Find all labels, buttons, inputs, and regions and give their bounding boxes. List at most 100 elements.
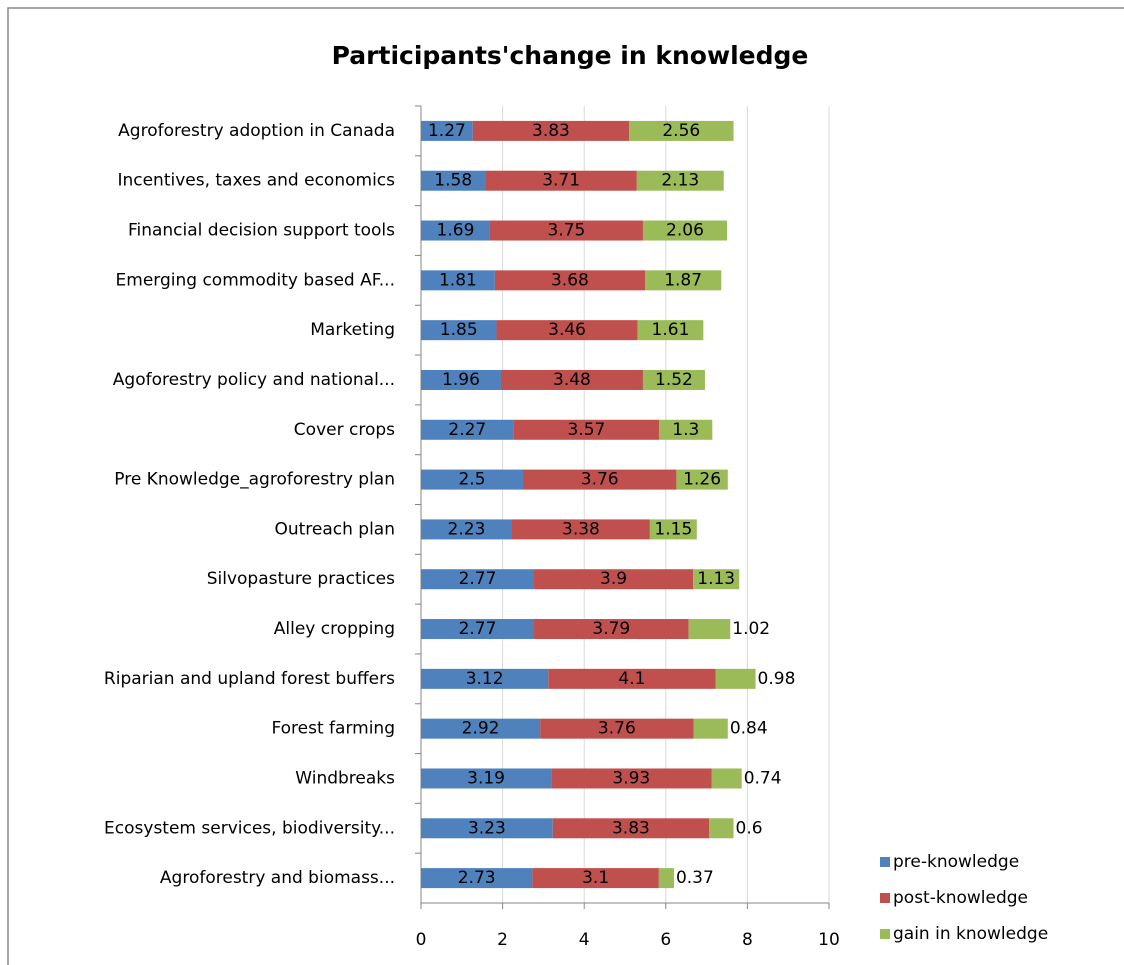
bar-segment bbox=[532, 868, 659, 889]
data-label: 3.79 bbox=[592, 619, 630, 639]
data-label: 0.37 bbox=[676, 868, 714, 888]
data-label: 2.5 bbox=[458, 470, 485, 490]
bar-segment bbox=[649, 519, 697, 540]
data-label: 2.73 bbox=[458, 868, 496, 888]
data-label: 1.26 bbox=[683, 470, 721, 490]
data-label: 3.83 bbox=[532, 121, 570, 141]
data-label: 2.13 bbox=[661, 171, 699, 191]
data-label: 1.02 bbox=[732, 619, 770, 639]
y-tick-label: Agroforestry adoption in Canada bbox=[118, 121, 395, 141]
data-label: 3.12 bbox=[466, 669, 504, 689]
legend-swatch bbox=[880, 893, 890, 903]
y-tick-label: Outreach plan bbox=[274, 519, 395, 539]
bar-segment bbox=[421, 519, 512, 540]
data-label: 3.46 bbox=[548, 320, 586, 340]
bar-segment bbox=[421, 469, 523, 490]
bar-segment bbox=[494, 270, 645, 291]
bar-segment bbox=[551, 768, 712, 789]
bar-segment bbox=[711, 768, 742, 789]
data-label: 3.75 bbox=[548, 221, 586, 241]
data-label: 3.1 bbox=[582, 868, 609, 888]
data-label: 0.6 bbox=[736, 818, 763, 838]
legend-label: pre-knowledge bbox=[893, 852, 1019, 872]
bar-segment bbox=[496, 320, 638, 341]
data-label: 1.85 bbox=[440, 320, 478, 340]
bar-segment bbox=[534, 619, 689, 640]
y-tick-label: Financial decision support tools bbox=[128, 221, 395, 241]
data-label: 2.06 bbox=[666, 221, 704, 241]
bar-segment bbox=[421, 419, 514, 440]
data-label: 1.58 bbox=[434, 171, 472, 191]
bar-segment bbox=[636, 170, 724, 191]
y-tick-label: Pre Knowledge_agroforestry plan bbox=[114, 470, 395, 490]
bar-segment bbox=[709, 818, 734, 839]
y-tick-label: Cover crops bbox=[294, 420, 395, 440]
bar-segment bbox=[421, 619, 535, 640]
bar-segment bbox=[485, 170, 637, 191]
bar-segment bbox=[693, 718, 728, 739]
bar-segment bbox=[421, 718, 541, 739]
bar-segment bbox=[513, 419, 660, 440]
data-label: 0.74 bbox=[744, 768, 782, 788]
bar-segment bbox=[421, 369, 501, 390]
bar-segment bbox=[693, 569, 740, 590]
bar-segment bbox=[511, 519, 650, 540]
x-tick-label: 2 bbox=[497, 930, 508, 950]
data-label: 2.77 bbox=[459, 619, 497, 639]
data-label: 0.98 bbox=[758, 669, 796, 689]
data-label: 1.61 bbox=[652, 320, 690, 340]
y-tick-label: Ecosystem services, biodiversity... bbox=[104, 818, 395, 838]
bar-segment bbox=[421, 668, 549, 689]
bar-segment bbox=[642, 369, 705, 390]
bar-segment bbox=[421, 818, 553, 839]
data-label: 2.77 bbox=[459, 569, 497, 589]
bar-segment bbox=[642, 220, 727, 241]
data-label: 1.27 bbox=[428, 121, 466, 141]
data-label: 2.23 bbox=[448, 519, 486, 539]
y-tick-label: Incentives, taxes and economics bbox=[117, 171, 395, 191]
bar-segment bbox=[421, 270, 495, 291]
data-label: 3.83 bbox=[612, 818, 650, 838]
x-tick-label: 4 bbox=[579, 930, 590, 950]
bar-segment bbox=[540, 718, 694, 739]
x-tick-label: 8 bbox=[742, 930, 753, 950]
data-label: 2.27 bbox=[448, 420, 486, 440]
data-label: 3.93 bbox=[612, 768, 650, 788]
data-label: 1.87 bbox=[664, 270, 702, 290]
bar-segment bbox=[421, 868, 533, 889]
legend-label: gain in knowledge bbox=[893, 924, 1048, 944]
y-tick-label: Riparian and upland forest buffers bbox=[104, 669, 395, 689]
bar-segment bbox=[500, 369, 643, 390]
y-tick-label: Windbreaks bbox=[295, 768, 395, 788]
bar-segment bbox=[534, 569, 694, 590]
data-label: 2.92 bbox=[462, 719, 500, 739]
data-label: 2.56 bbox=[662, 121, 700, 141]
data-label: 3.68 bbox=[551, 270, 589, 290]
bar-segment bbox=[548, 668, 716, 689]
bar-segment bbox=[421, 569, 535, 590]
y-tick-label: Forest farming bbox=[271, 719, 395, 739]
y-tick-label: Agroforestry and biomass... bbox=[160, 868, 395, 888]
data-label: 3.76 bbox=[598, 719, 636, 739]
data-label: 3.38 bbox=[562, 519, 600, 539]
bar-segment bbox=[489, 220, 643, 241]
data-label: 1.15 bbox=[654, 519, 692, 539]
y-tick-label: Alley cropping bbox=[274, 619, 395, 639]
bar-segment bbox=[637, 320, 704, 341]
bar-segment bbox=[421, 320, 497, 341]
y-tick-label: Emerging commodity based AF... bbox=[116, 270, 395, 290]
y-tick-label: Marketing bbox=[310, 320, 395, 340]
data-label: 3.71 bbox=[542, 171, 580, 191]
data-label: 1.52 bbox=[655, 370, 693, 390]
bar-segment bbox=[676, 469, 728, 490]
legend-label: post-knowledge bbox=[893, 888, 1028, 908]
bar-segment bbox=[688, 619, 731, 640]
bar-segment bbox=[421, 170, 486, 191]
data-label: 4.1 bbox=[618, 669, 645, 689]
data-label: 3.9 bbox=[600, 569, 627, 589]
bar-segment bbox=[659, 419, 713, 440]
x-tick-label: 10 bbox=[818, 930, 840, 950]
data-label: 1.81 bbox=[439, 270, 477, 290]
data-label: 1.96 bbox=[442, 370, 480, 390]
